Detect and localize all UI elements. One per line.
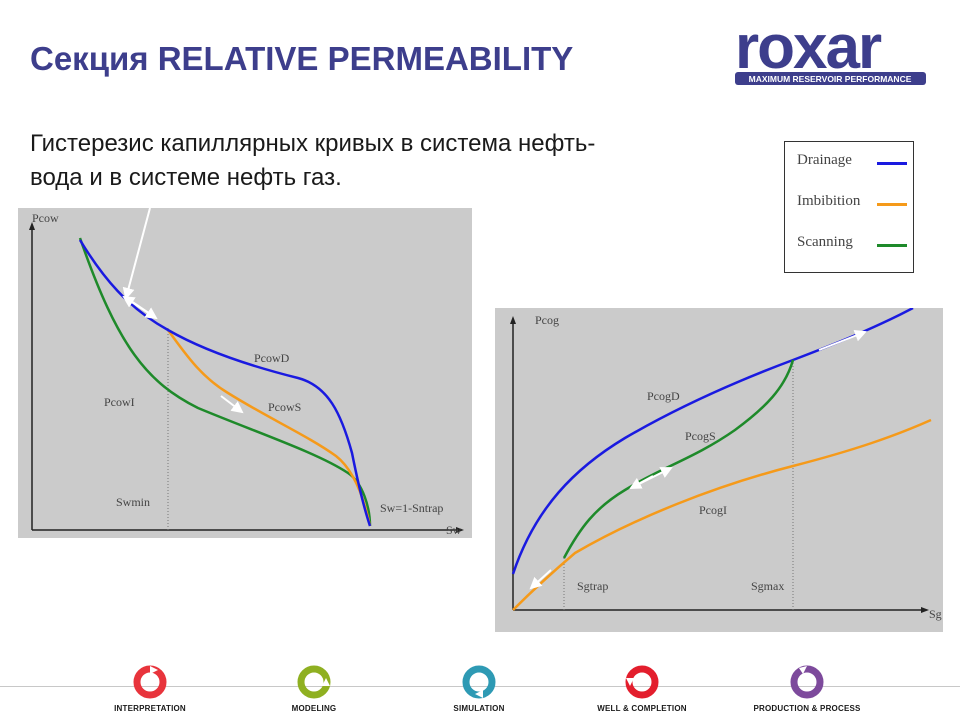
- arrow-drainage: [122, 208, 151, 300]
- scanning-curve: [562, 359, 795, 559]
- roxar-logo: roxar MAXIMUM RESERVOIR PERFORMANCE: [735, 14, 926, 85]
- logo-tagline: MAXIMUM RESERVOIR PERFORMANCE: [749, 74, 912, 84]
- nav-label-production-process: PRODUCTION & PROCESS: [753, 704, 861, 713]
- production-process-cycle-icon: [790, 665, 824, 699]
- x-axis-label: Sg: [929, 607, 942, 621]
- legend-label-drainage: Drainage: [797, 152, 852, 168]
- logo-wordmark: roxar: [735, 14, 882, 82]
- imbibition-curve: [78, 237, 372, 527]
- marker-label-sw-end: Sw=1-Sntrap: [380, 501, 443, 515]
- arrow-drainage-b: [127, 298, 158, 320]
- slide-subtitle: Гистерезис капиллярных кривых в система …: [30, 130, 596, 191]
- legend-label-scanning: Scanning: [797, 234, 853, 250]
- y-axis-label: Pcog: [535, 313, 559, 327]
- nav-label-well-completion: WELL & COMPLETION: [597, 704, 687, 713]
- well-completion-cycle-icon: [625, 665, 659, 699]
- legend-label-imbibition: Imbibition: [797, 193, 861, 209]
- curve-label-pcowi: PcowI: [104, 395, 135, 409]
- nav-well-completion[interactable]: WELL & COMPLETION: [562, 664, 722, 713]
- drainage-curve: [78, 239, 372, 527]
- slide-title: Секция RELATIVE PERMEABILITY: [30, 40, 574, 77]
- nav-interpretation[interactable]: INTERPRETATION: [70, 664, 230, 713]
- oil-gas-diagram: Pcog Sg PcogD PcogS PcogI Sgtrap Sgmax: [495, 308, 943, 632]
- legend-swatch-scanning: [877, 244, 907, 247]
- curve-label-pcogs: PcogS: [685, 429, 716, 443]
- nav-label-modeling: MODELING: [291, 704, 337, 713]
- simulation-cycle-icon: [462, 665, 496, 699]
- curve-label-pcogi: PcogI: [699, 503, 727, 517]
- marker-label-swmin: Swmin: [116, 495, 150, 509]
- footer-divider: [0, 686, 960, 687]
- arrow-scanning: [220, 395, 244, 414]
- scanning-curve: [166, 329, 372, 527]
- arrow-drainage-a: [818, 330, 867, 351]
- legend-swatch-drainage: [877, 162, 907, 165]
- nav-modeling[interactable]: MODELING: [234, 664, 394, 713]
- x-axis-label: Sw: [446, 523, 462, 537]
- nav-label-simulation: SIMULATION: [453, 704, 505, 713]
- imbibition-curve: [512, 418, 932, 611]
- curve-legend: Drainage Imbibition Scanning: [784, 141, 914, 273]
- nav-simulation[interactable]: SIMULATION: [399, 664, 559, 713]
- interpretation-cycle-icon: [133, 665, 167, 699]
- arrow-imbibition: [529, 569, 552, 590]
- nav-label-interpretation: INTERPRETATION: [114, 704, 186, 713]
- curve-label-pcogd: PcogD: [647, 389, 680, 403]
- arrow-scanning-b: [634, 467, 673, 487]
- legend-swatch-imbibition: [877, 203, 907, 206]
- nav-production-process[interactable]: PRODUCTION & PROCESS: [727, 664, 887, 713]
- y-axis-label: Pcow: [32, 211, 59, 225]
- marker-label-sgmax: Sgmax: [751, 579, 784, 593]
- oil-water-diagram: Pcow Sw PcowD PcowI PcowS Swmin Sw=1-Snt…: [18, 208, 472, 538]
- curve-label-pcowd: PcowD: [254, 351, 290, 365]
- marker-label-sgtrap: Sgtrap: [577, 579, 608, 593]
- curve-label-pcows: PcowS: [268, 400, 301, 414]
- modeling-cycle-icon: [297, 665, 331, 699]
